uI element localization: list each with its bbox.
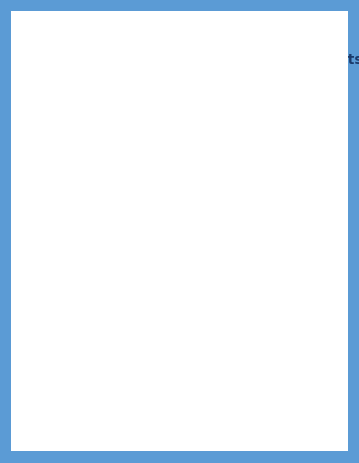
Text: 15.  0.6 ÷ 0.2 =: 15. 0.6 ÷ 0.2 = — [22, 329, 99, 339]
Text: ©  www.k5learning.com: © www.k5learning.com — [256, 440, 343, 446]
Text: 7.   0.4 ÷ 0.08 =: 7. 0.4 ÷ 0.08 = — [22, 189, 102, 199]
Text: Learning: Learning — [32, 38, 84, 48]
Text: 13.  0.4 ÷ 0.2 =: 13. 0.4 ÷ 0.2 = — [22, 294, 99, 304]
Text: 20.  0.6 ÷ 0.002 =: 20. 0.6 ÷ 0.002 = — [185, 399, 275, 409]
Text: 14.  0.9 ÷ 0.045 =: 14. 0.9 ÷ 0.045 = — [185, 294, 275, 304]
Text: 16.  0.1 ÷ 0.05 =: 16. 0.1 ÷ 0.05 = — [185, 329, 269, 339]
Text: 11.  0.9 ÷ 0.18 =: 11. 0.9 ÷ 0.18 = — [22, 259, 105, 269]
Text: 3.   0.6 ÷ 0.02 =: 3. 0.6 ÷ 0.02 = — [22, 119, 102, 129]
Text: 12.  0.8 ÷ 0.4 =: 12. 0.8 ÷ 0.4 = — [185, 259, 263, 269]
Text: Online reading & math for K-5: Online reading & math for K-5 — [18, 440, 125, 446]
Text: 19.  0.5 ÷ 0.025 =: 19. 0.5 ÷ 0.025 = — [22, 399, 112, 409]
Text: Grade 6 Decimals Worksheet: Grade 6 Decimals Worksheet — [22, 66, 153, 75]
Text: 18.  0.9 ÷ 0.0009 =: 18. 0.9 ÷ 0.0009 = — [185, 364, 281, 374]
Text: 2.   0.1 ÷ 0.02 =: 2. 0.1 ÷ 0.02 = — [185, 84, 266, 94]
Text: 6.   0.7 ÷ 0.35 =: 6. 0.7 ÷ 0.35 = — [185, 154, 266, 164]
Text: 4.   0.8 ÷ 0.04 =: 4. 0.8 ÷ 0.04 = — [185, 119, 266, 129]
Text: 17.  0.7 ÷ 0.0028 =: 17. 0.7 ÷ 0.0028 = — [22, 364, 118, 374]
Text: K5: K5 — [32, 25, 45, 34]
Text: 10.  0.7 ÷ 0.0035 =: 10. 0.7 ÷ 0.0035 = — [185, 224, 281, 234]
Text: 9.   0.9 ÷ 0.09 =: 9. 0.9 ÷ 0.09 = — [22, 224, 102, 234]
Text: 5.   0.2 ÷ 0.01 =: 5. 0.2 ÷ 0.01 = — [22, 154, 103, 164]
Text: Find the quotient.: Find the quotient. — [22, 74, 102, 83]
Text: 8.   0.8 ÷ 0.16 =: 8. 0.8 ÷ 0.16 = — [185, 189, 266, 199]
Text: Dividing decimals (whole number quotients): Dividing decimals (whole number quotient… — [22, 53, 359, 67]
Text: 1.   0.9 ÷ 0.3 =: 1. 0.9 ÷ 0.3 = — [22, 84, 96, 94]
